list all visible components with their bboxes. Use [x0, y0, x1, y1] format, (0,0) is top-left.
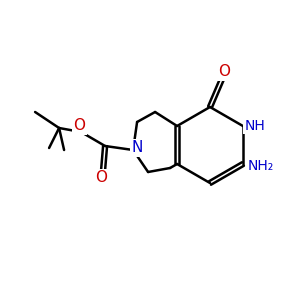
Text: NH₂: NH₂	[248, 159, 274, 173]
Text: N: N	[131, 140, 143, 155]
Text: O: O	[73, 118, 85, 134]
Text: O: O	[218, 64, 230, 80]
Text: NH: NH	[244, 119, 265, 133]
Text: O: O	[95, 170, 107, 185]
